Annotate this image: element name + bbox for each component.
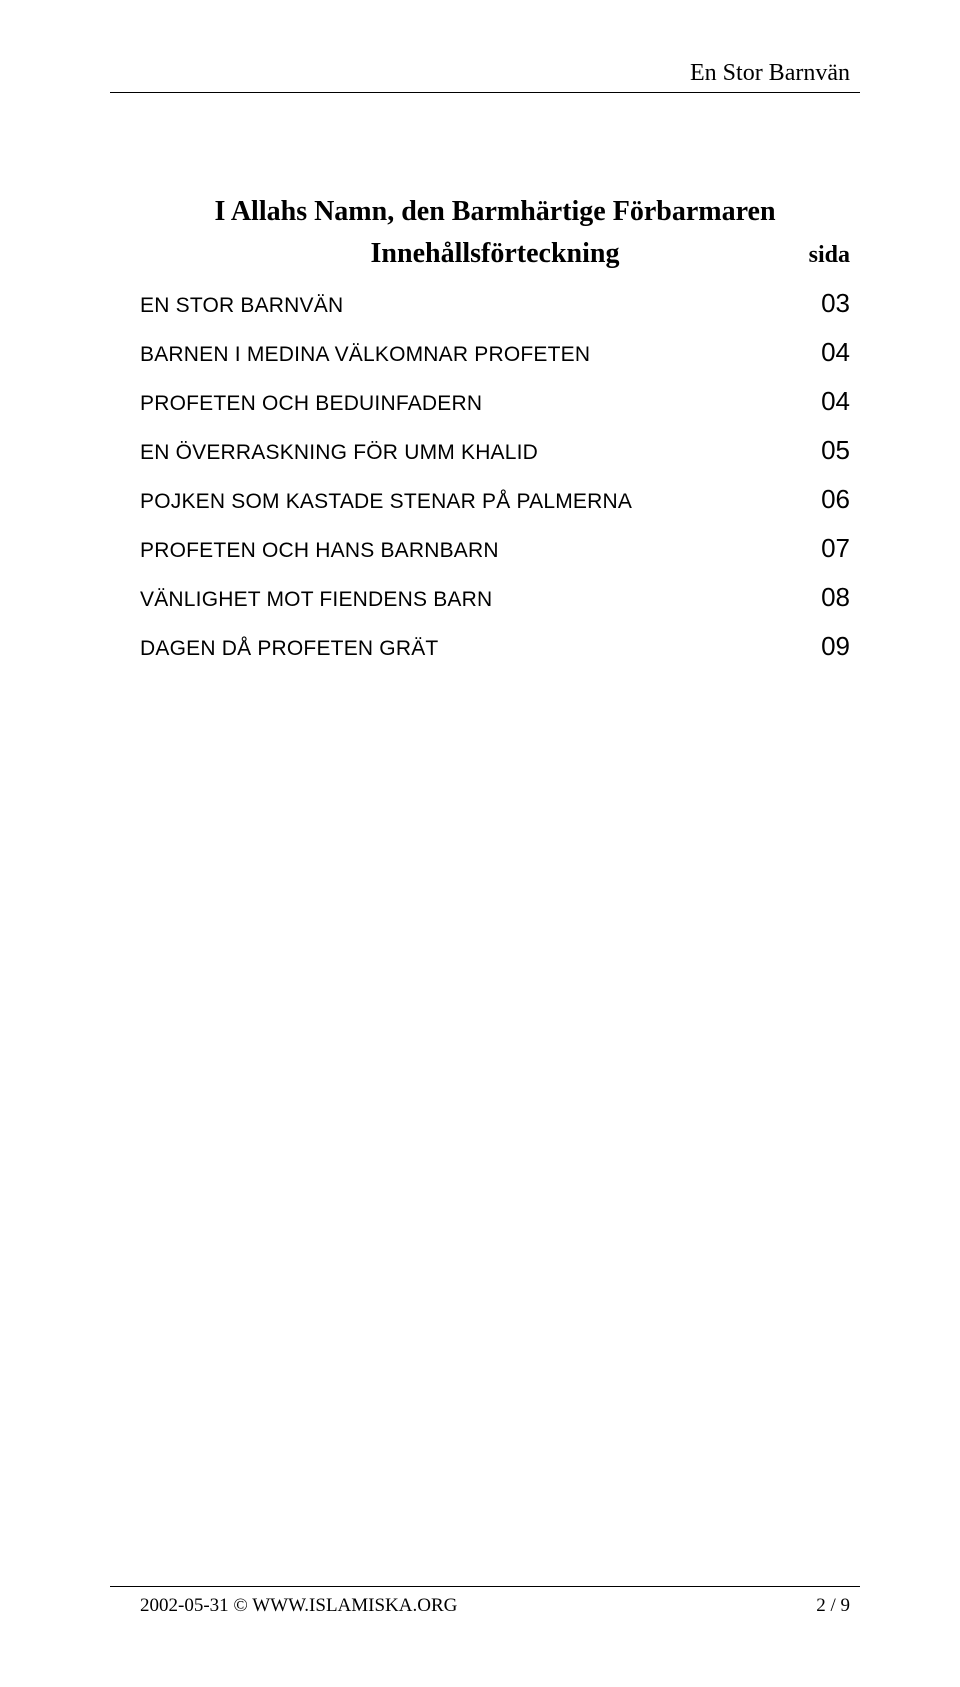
toc-entry: PROFETEN OCH BEDUINFADERN 04 bbox=[140, 386, 850, 417]
document-page: En Stor Barnvän I Allahs Namn, den Barmh… bbox=[0, 0, 960, 1687]
toc-heading-row: Innehållsförteckning sida bbox=[140, 238, 850, 270]
running-title: En Stor Barnvän bbox=[690, 60, 850, 87]
main-content: I Allahs Namn, den Barmhärtige Förbarmar… bbox=[140, 196, 850, 662]
toc-entry-title: PROFETEN OCH HANS BARNBARN bbox=[140, 539, 499, 563]
footer-right: 2 / 9 bbox=[816, 1595, 850, 1617]
toc-entry-page: 07 bbox=[790, 533, 850, 564]
toc-entry-title: BARNEN I MEDINA VÄLKOMNAR PROFETEN bbox=[140, 343, 590, 367]
toc-entry: PROFETEN OCH HANS BARNBARN 07 bbox=[140, 533, 850, 564]
toc-entry-page: 08 bbox=[790, 582, 850, 613]
footer-left: 2002-05-31 © WWW.ISLAMISKA.ORG bbox=[140, 1595, 457, 1617]
toc-entry-page: 03 bbox=[790, 288, 850, 319]
footer-rule bbox=[110, 1586, 860, 1587]
toc-entry-title: EN STOR BARNVÄN bbox=[140, 294, 343, 318]
toc-entry-title: PROFETEN OCH BEDUINFADERN bbox=[140, 392, 482, 416]
toc-entry: POJKEN SOM KASTADE STENAR PÅ PALMERNA 06 bbox=[140, 484, 850, 515]
toc-list: EN STOR BARNVÄN 03 BARNEN I MEDINA VÄLKO… bbox=[140, 288, 850, 662]
header-rule bbox=[110, 92, 860, 93]
toc-entry-title: VÄNLIGHET MOT FIENDENS BARN bbox=[140, 588, 492, 612]
toc-entry: EN STOR BARNVÄN 03 bbox=[140, 288, 850, 319]
toc-entry: BARNEN I MEDINA VÄLKOMNAR PROFETEN 04 bbox=[140, 337, 850, 368]
page-header: En Stor Barnvän bbox=[140, 60, 850, 116]
toc-entry-title: DAGEN DÅ PROFETEN GRÄT bbox=[140, 637, 438, 661]
toc-entry: VÄNLIGHET MOT FIENDENS BARN 08 bbox=[140, 582, 850, 613]
toc-entry-page: 09 bbox=[790, 631, 850, 662]
toc-entry-page: 04 bbox=[790, 337, 850, 368]
toc-entry-page: 05 bbox=[790, 435, 850, 466]
toc-entry: EN ÖVERRASKNING FÖR UMM KHALID 05 bbox=[140, 435, 850, 466]
invocation-line: I Allahs Namn, den Barmhärtige Förbarmar… bbox=[140, 196, 850, 228]
toc-entry-page: 04 bbox=[790, 386, 850, 417]
page-footer: 2002-05-31 © WWW.ISLAMISKA.ORG 2 / 9 bbox=[140, 1586, 850, 1617]
page-column-label: sida bbox=[790, 242, 850, 269]
toc-entry-title: EN ÖVERRASKNING FÖR UMM KHALID bbox=[140, 441, 538, 465]
footer-row: 2002-05-31 © WWW.ISLAMISKA.ORG 2 / 9 bbox=[140, 1595, 850, 1617]
toc-entry-page: 06 bbox=[790, 484, 850, 515]
toc-heading: Innehållsförteckning bbox=[140, 238, 790, 270]
toc-entry-title: POJKEN SOM KASTADE STENAR PÅ PALMERNA bbox=[140, 490, 632, 514]
toc-entry: DAGEN DÅ PROFETEN GRÄT 09 bbox=[140, 631, 850, 662]
